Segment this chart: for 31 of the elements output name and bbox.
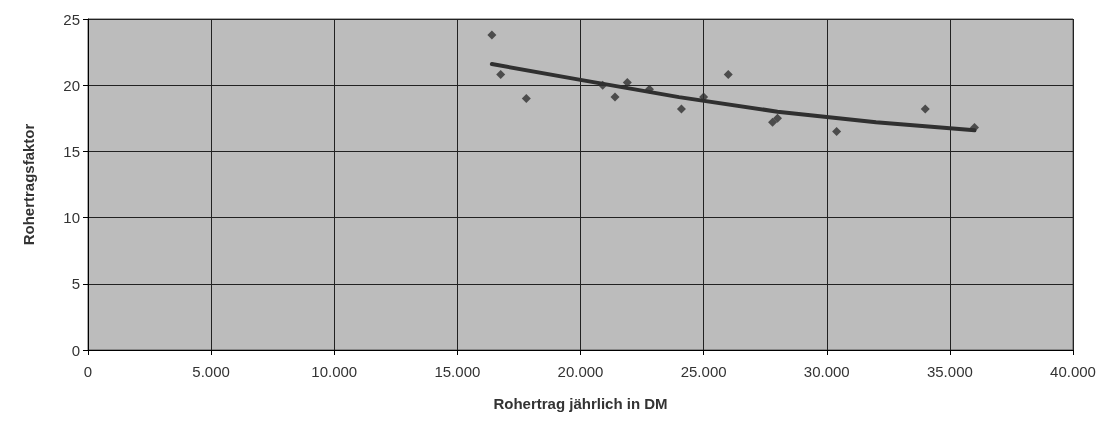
point (676, 104, 686, 114)
x-tick-label: 40.000 (1050, 363, 1096, 380)
y-tick-label: 20 (63, 76, 80, 94)
line-series (489, 62, 977, 133)
point (832, 127, 842, 137)
x-tick-label: 15.000 (434, 363, 481, 380)
point (644, 84, 654, 94)
point (773, 113, 782, 123)
point (496, 70, 506, 80)
x-tick-label: 30.000 (803, 363, 850, 380)
point (598, 80, 608, 90)
x-tick-label: 5.000 (192, 363, 230, 380)
x-tick-label: 25.000 (680, 363, 727, 380)
point (723, 70, 733, 80)
point (622, 78, 632, 88)
x-tick-label: 10.000 (311, 363, 358, 380)
y-tick-label: 15 (63, 142, 80, 160)
y-tick-label: 10 (63, 209, 80, 227)
y-axis-title: Rohertragsfaktor (20, 123, 37, 246)
y-tick-label: 5 (71, 275, 80, 293)
x-tick-label: 35.000 (926, 363, 973, 380)
x-tick-label: 0 (83, 363, 93, 380)
point (610, 92, 620, 102)
x-axis-title: Rohertrag jährlich in DM (493, 395, 668, 412)
point (920, 104, 930, 114)
x-tick-label: 20.000 (557, 363, 604, 380)
y-tick-label: 0 (71, 341, 80, 359)
point (521, 93, 531, 103)
y-tick-label: 25 (63, 10, 80, 28)
point (487, 30, 497, 40)
point (768, 117, 778, 127)
